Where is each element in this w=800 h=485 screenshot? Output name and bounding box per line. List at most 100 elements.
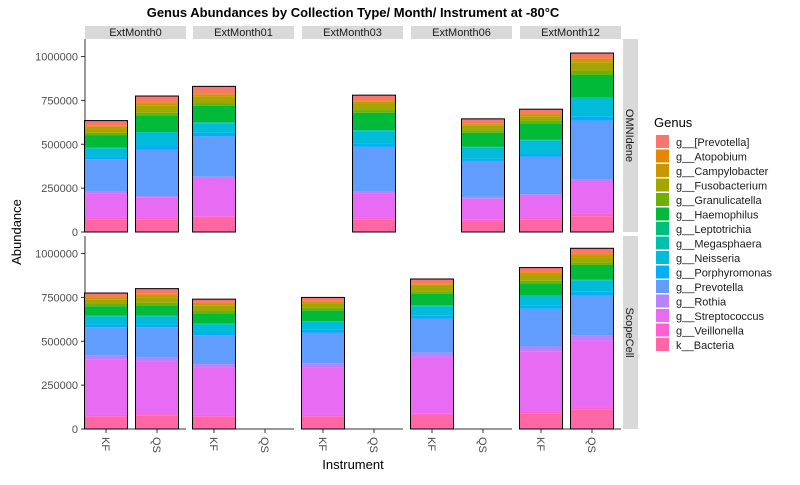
bar-segment-g-streptococcus [352, 193, 396, 218]
bar-segment-g-prevotella [410, 278, 454, 284]
bar-segment-g-neisseria [84, 148, 128, 157]
legend-item-g-rothia: g__Rothia [656, 294, 727, 309]
bar-segment-g-megasphaera [352, 130, 396, 132]
bar-segment-g-megasphaera [461, 146, 505, 148]
facet-strip-scopecell: ScopeCell [623, 236, 638, 429]
bar-segment-g-campylobacter [84, 126, 128, 129]
bar-segment-g-prevotella [570, 248, 614, 254]
bar-outline [135, 95, 179, 233]
bar-segment-g-fusobacterium [570, 62, 614, 71]
bar-segment-g-porphyromonas [410, 315, 454, 319]
bar-segment-g-neisseria [570, 99, 614, 117]
bar-segment-g-haemophilus [570, 264, 614, 279]
x-axis-extmonth12: KF QS [520, 428, 621, 453]
legend-label: g__Streptococcus [676, 311, 765, 323]
bar-outline [570, 247, 614, 430]
bar-segment-g-veillonella [84, 414, 128, 417]
bar-segment-g-porphyromonas [570, 291, 614, 296]
bar-segment-g-prevotella [135, 327, 179, 358]
bar-segment-g-neisseria [135, 132, 179, 147]
bar-segment-g-neisseria [84, 316, 128, 325]
bar-outline [192, 298, 236, 430]
bar-segment-g-prevotella [84, 293, 128, 297]
facet-strip-extmonth12: ExtMonth12 [520, 26, 621, 39]
bar-segment-g-rothia [192, 176, 236, 179]
bar-segment-g-neisseria [301, 321, 345, 330]
bar-omnidene-extmonth12-kf [519, 108, 563, 233]
legend-label: g__Fusobacterium [676, 181, 767, 193]
bar-segment-k-bacteria [461, 221, 505, 232]
bar-segment-g-porphyromonas [301, 329, 345, 333]
bar-scopecell-extmonth12-qs [570, 247, 614, 430]
facets: ExtMonth0 ExtMonth01 ExtMonth03 ExtMonth06 E… [35, 26, 638, 453]
facet-strip-bg [193, 26, 294, 39]
chart-title: Genus Abundances by Collection Type/ Mon… [147, 5, 560, 20]
bar-segment-g-atopobium [135, 102, 179, 104]
bar-segment-g-prevotella [461, 160, 505, 197]
bar-segment-g-atopobium [84, 296, 128, 298]
bar-segment-g-rothia [519, 346, 563, 352]
legend-swatch [656, 323, 669, 337]
bar-segment-g-fusobacterium [135, 297, 179, 303]
bar-segment-g-porphyromonas [352, 143, 396, 147]
bar-segment-g-prevotella [84, 327, 128, 356]
bar-segment-g-granulicatella [84, 132, 128, 136]
x-tick-label: QS [367, 437, 379, 453]
y-tick-label: 750000 [41, 292, 78, 304]
bar-segment-g-rothia [135, 196, 179, 198]
bar-segment-g-haemophilus [84, 135, 128, 148]
bar-segment-g-fusobacterium [519, 116, 563, 121]
bar-segment-g-prevotella [570, 120, 614, 180]
legend-title: Genus [654, 115, 693, 130]
x-tick-label: QS [258, 437, 270, 453]
bar-segment-g-streptococcus [135, 197, 179, 218]
bar-segment-g-atopobium [410, 283, 454, 285]
bar-segment-g-granulicatella [570, 262, 614, 265]
bar-segment-g-prevotella [135, 149, 179, 197]
legend-label: g__Campylobacter [676, 166, 769, 178]
bar-segment-g-campylobacter [570, 60, 614, 63]
bar-segment-g-granulicatella [461, 130, 505, 133]
bar-segment-g-veillonella [192, 216, 236, 218]
bar-segment-g-campylobacter [135, 103, 179, 106]
bar-segment-g-haemophilus [519, 283, 563, 296]
bar-segment-k-bacteria [84, 219, 128, 232]
legend-item-g-leptotrichia: g__Leptotrichia [656, 222, 752, 236]
bar-segment-g-streptococcus [192, 178, 236, 217]
bar-segment-g-megasphaera [84, 147, 128, 149]
y-tick-label: 0 [72, 424, 78, 436]
legend-item-g-atopobium: g__Atopobium [656, 149, 747, 164]
bar-segment-g-veillonella [301, 414, 345, 417]
x-axis-extmonth01: KF QS [193, 428, 294, 453]
bar-segment-k-bacteria [192, 416, 236, 429]
y-tick-label: 0 [72, 227, 78, 239]
bar-segment-g-granulicatella [352, 110, 396, 113]
bar-segment-g-prevotella [135, 288, 179, 294]
bar-segment-g-haemophilus [352, 112, 396, 131]
bar-segment-g-porphyromonas [84, 156, 128, 160]
legend-label: g__[Prevotella] [676, 137, 749, 149]
legend-swatch [656, 135, 669, 148]
bar-omnidene-extmonth0-qs [135, 95, 179, 233]
bar-omnidene-extmonth03-qs [352, 94, 396, 233]
x-axis-extmonth0: KF QS [85, 428, 186, 453]
bar-segment-g-haemophilus [570, 74, 614, 98]
bar-segment-g-fusobacterium [135, 105, 179, 113]
bar-outline [519, 108, 563, 233]
bar-segment-g-streptococcus [570, 181, 614, 214]
bar-segment-g-haemophilus [135, 115, 179, 132]
bar-segment-k-bacteria [519, 219, 563, 232]
facet-strip-label: ExtMonth06 [432, 27, 491, 39]
bar-segment-g-granulicatella [410, 291, 454, 294]
bar-outline [461, 118, 505, 233]
facet-strip-bg [623, 39, 638, 232]
bar-segment-g-neisseria [519, 140, 563, 154]
bar-segment-g-granulicatella [84, 303, 128, 307]
bar-segment-g-campylobacter [301, 301, 345, 304]
facet-strip-label: ExtMonth01 [214, 27, 273, 39]
bar-segment-g-prevotella [570, 53, 614, 59]
bar-segment-g-rothia [192, 364, 236, 368]
bar-segment-g-prevotella [192, 335, 236, 365]
bar-segment-g-veillonella [135, 217, 179, 220]
bar-omnidene-extmonth0-kf [84, 120, 128, 233]
